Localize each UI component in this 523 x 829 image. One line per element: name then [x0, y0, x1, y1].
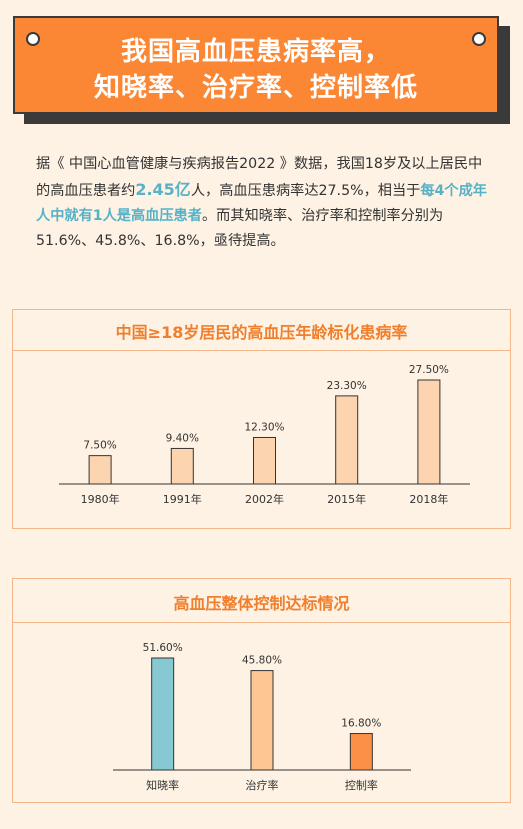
intro-text-3: 。而其知晓率、治疗率和控制率分别为51.6%、45.8%、16.8%，亟待提高。 [36, 208, 444, 249]
bar [250, 670, 274, 771]
data-label: 12.30% [244, 421, 284, 433]
panel-divider [13, 350, 510, 351]
control-chart-panel: 高血压整体控制达标情况 51.60% 知晓率 45.80% 治疗率 16.80% 控制率 [12, 578, 511, 803]
intro-emphasis: 每4个成年人中就有1人是高血压患者 [36, 183, 487, 224]
data-label: 9.40% [166, 432, 199, 444]
bar [88, 455, 112, 485]
panel-divider [13, 622, 510, 623]
data-label: 16.80% [341, 718, 381, 730]
intro-text-1: 据《 中国心血管健康与疾病报告2022 》数据，我国18岁及以上居民中的高血压患… [36, 156, 483, 199]
bar [335, 395, 359, 485]
x-tick-label: 知晓率 [146, 778, 179, 792]
title-banner: 我国高血压患病率高， 知晓率、治疗率、控制率低 [13, 16, 499, 114]
bar [170, 447, 194, 485]
prevalence-chart-panel: 中国≥18岁居民的高血压年龄标化患病率 7.50% 1980年 9.40% 1991年… [12, 309, 511, 529]
intro-text-2: 人，高血压患病率达27.5%，相当于 [190, 183, 421, 199]
control-chart-title: 高血压整体控制达标情况 [173, 594, 350, 613]
prevalence-chart-title: 中国≥18岁居民的高血压年龄标化患病率 [115, 323, 408, 342]
patient-count: 2.45亿 [135, 180, 191, 199]
data-label: 51.60% [143, 642, 183, 654]
bar [417, 379, 441, 485]
prevalence-bar-chart: 7.50% 1980年 9.40% 1991年 12.30% 2002年 23.30% 201… [59, 364, 470, 506]
x-tick-label: 2002年 [245, 492, 284, 506]
page-title-line2: 知晓率、治疗率、控制率低 [93, 73, 418, 103]
control-bar-chart: 51.60% 知晓率 45.80% 治疗率 16.80% 控制率 [113, 642, 411, 792]
pin-hole-left-icon [26, 32, 40, 46]
x-tick-label: 治疗率 [246, 778, 279, 792]
data-label: 45.80% [242, 655, 282, 667]
x-tick-label: 2018年 [409, 492, 448, 506]
x-tick-label: 控制率 [345, 778, 378, 792]
bar [253, 436, 276, 485]
intro-paragraph: 据《 中国心血管健康与疾病报告2022 》数据，我国18岁及以上居民中的高血压患… [36, 152, 488, 254]
data-label: 27.50% [409, 364, 449, 376]
x-tick-label: 1991年 [163, 492, 202, 506]
bar [151, 657, 175, 771]
page-title: 我国高血压患病率高， 知晓率、治疗率、控制率低 [15, 34, 497, 106]
x-tick-label: 2015年 [327, 492, 366, 506]
page-title-line1: 我国高血压患病率高， [120, 37, 391, 67]
data-label: 7.50% [83, 440, 116, 452]
bar [349, 733, 373, 771]
data-label: 23.30% [327, 380, 367, 392]
x-tick-label: 1980年 [81, 492, 120, 506]
pin-hole-right-icon [472, 32, 486, 46]
